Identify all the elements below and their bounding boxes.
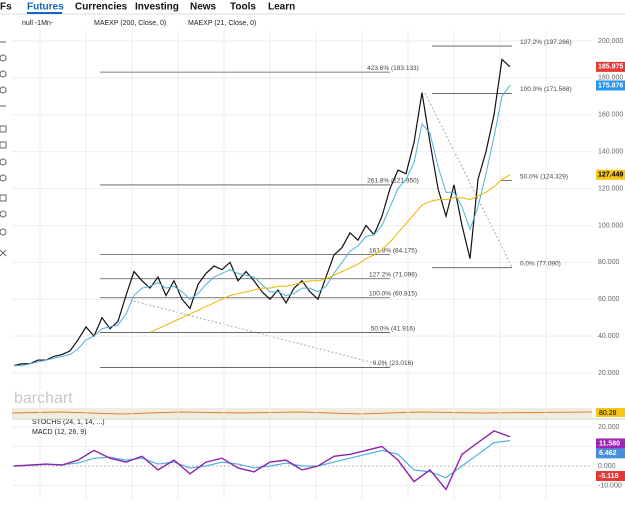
nav-item[interactable]: Investing	[135, 2, 179, 13]
macd-badge	[596, 470, 625, 481]
price-badge	[596, 61, 625, 72]
macd-badge-label: -5.118	[599, 473, 619, 480]
fib-label: 100.0% (171.568)	[520, 86, 572, 93]
price-badge-label: 127.449	[598, 172, 623, 179]
macd-badge	[596, 448, 625, 459]
fib-label: 0.0% (23.016)	[373, 360, 414, 367]
stoch-pane	[12, 408, 592, 418]
fib-label: 127.2% (197.266)	[520, 39, 572, 46]
stoch-label: STOCHS (24, 1, 14, ...)	[32, 419, 105, 426]
price-badge	[596, 169, 625, 180]
toolbar	[0, 41, 7, 257]
price-tick-label: 100.000	[598, 222, 623, 229]
price-tick-label: 200.000	[598, 38, 623, 45]
ma200-line	[149, 174, 511, 333]
macd-badge	[596, 438, 625, 449]
trend-line	[129, 299, 391, 368]
nav-item[interactable]: News	[190, 2, 217, 13]
price-tick-label: 120.000	[598, 185, 623, 192]
macd-label: MACD (12, 26, 9)	[32, 429, 86, 436]
price-tick-label: 80.000	[598, 259, 620, 266]
fib-label: 127.2% (71.096)	[369, 271, 417, 278]
price-badge	[596, 80, 625, 91]
watermark: barchart	[14, 390, 73, 407]
price-badge-label: 175.876	[598, 82, 623, 89]
nav-item[interactable]: Tools	[230, 2, 256, 13]
stoch-badge-label: 80.28	[599, 410, 617, 417]
price-tick-label: 140.000	[598, 149, 623, 156]
nav-item[interactable]: Learn	[268, 2, 295, 13]
ma21-line	[14, 84, 511, 367]
macd-tick-label: 20.000	[598, 424, 620, 431]
legend-item: MAEXP (200, Close, 0)	[94, 20, 166, 27]
nav-item[interactable]: Futures	[27, 2, 64, 13]
fib-label: 50.0% (41.916)	[371, 325, 415, 332]
price-line	[13, 58, 511, 367]
fib-label: 0.0% (77.090)	[520, 260, 561, 267]
fib-label: 100.0% (60.815)	[369, 290, 417, 297]
price-tick-label: 160.000	[598, 112, 623, 119]
legend-item: null -1Mn-	[22, 20, 54, 27]
price-tick-label: 180.000	[598, 75, 623, 82]
price-badge-label: 185.975	[598, 64, 623, 71]
macd-line	[13, 430, 511, 491]
price-tick-label: 40.000	[598, 333, 620, 340]
macd-tick-label: 0.000	[598, 463, 616, 470]
nav-item[interactable]: Currencies	[75, 2, 128, 13]
fib-label: 423.6% (183.133)	[367, 65, 419, 72]
fib-label: 161.8% (84.175)	[369, 247, 417, 254]
legend-item: MAEXP (21, Close, 0)	[188, 20, 256, 27]
trend-line	[424, 92, 513, 268]
nav-bar	[0, 0, 625, 14]
fib-label: 50.0% (124.329)	[520, 173, 568, 180]
price-tick-label: 20.000	[598, 370, 620, 377]
nav-item[interactable]: Fs	[0, 2, 12, 13]
macd-badge-label: 11.580	[599, 440, 620, 447]
macd-badge-label: 6.462	[599, 450, 617, 457]
macd-tick-label: -10.000	[598, 482, 622, 489]
stoch-badge	[596, 408, 625, 417]
price-tick-label: 60.000	[598, 296, 620, 303]
